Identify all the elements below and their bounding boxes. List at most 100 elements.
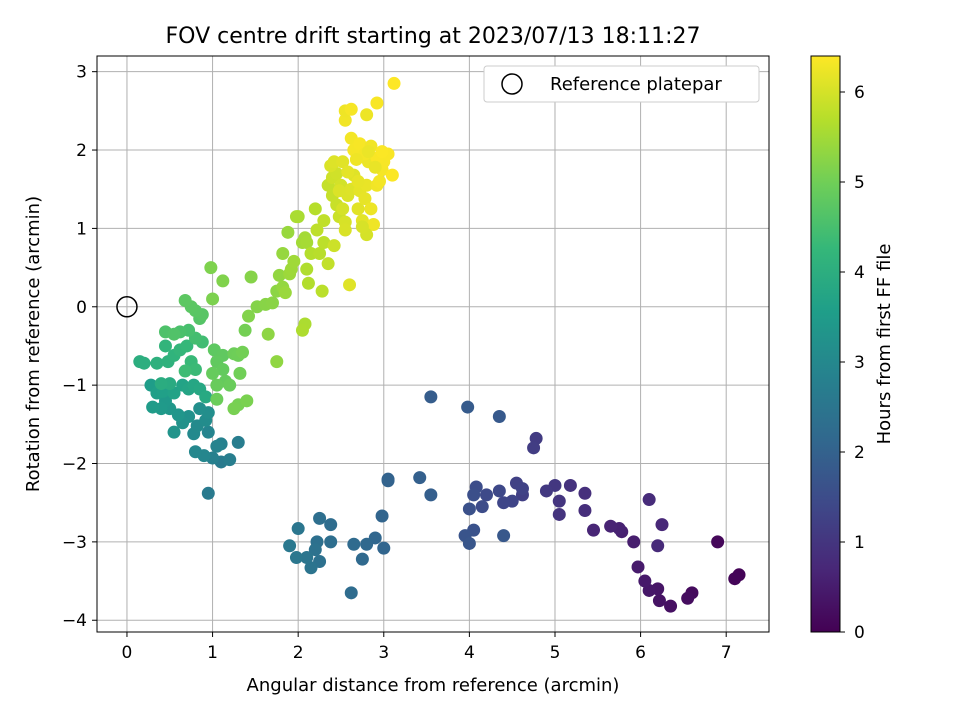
data-point [492, 409, 506, 423]
data-point [372, 174, 386, 188]
x-tick-label: 5 [550, 643, 561, 663]
colorbar-frame [810, 55, 841, 633]
data-point [349, 152, 363, 166]
data-point [344, 586, 358, 600]
y-tick-label: −3 [62, 533, 87, 553]
data-point [360, 537, 374, 551]
data-point [178, 294, 192, 308]
legend-label: Reference platepar [550, 74, 722, 95]
data-point [300, 262, 314, 276]
colorbar-tick-label: 6 [854, 83, 865, 103]
data-point [188, 362, 202, 376]
colorbar-tick-label: 4 [854, 263, 865, 283]
legend-marker [501, 73, 523, 95]
x-tick-label: 7 [721, 643, 732, 663]
data-point [324, 518, 338, 532]
y-tick-label: −1 [62, 376, 87, 396]
data-point [424, 488, 438, 502]
data-point [497, 529, 511, 543]
data-point [578, 504, 592, 518]
data-point [210, 392, 224, 406]
data-point [578, 486, 592, 500]
data-point [492, 484, 506, 498]
colorbar: 0 1 2 3 4 5 6 Hours from first FF file [810, 55, 895, 643]
y-tick-label: 0 [76, 298, 87, 318]
data-point [317, 236, 331, 250]
colorbar-tick-label: 0 [854, 623, 865, 643]
data-point [527, 441, 541, 455]
data-point [336, 155, 350, 169]
data-point [180, 339, 194, 353]
data-point [238, 323, 252, 337]
data-point [283, 539, 297, 553]
data-point [289, 210, 303, 224]
data-point [261, 327, 275, 341]
data-point [281, 225, 295, 239]
data-point [370, 96, 384, 110]
data-point [289, 551, 303, 565]
data-point [515, 482, 529, 496]
data-point [301, 276, 315, 290]
data-point [304, 561, 318, 575]
data-point [462, 536, 476, 550]
data-point [193, 402, 207, 416]
data-point [210, 439, 224, 453]
data-point [462, 502, 476, 516]
x-tick-label: 2 [293, 643, 304, 663]
data-point [355, 552, 369, 566]
y-tick-label: 3 [76, 63, 87, 83]
data-point [711, 535, 725, 549]
data-point [287, 254, 301, 268]
data-point [351, 174, 365, 188]
data-point [355, 220, 369, 234]
y-axis-label: Rotation from reference (arcmin) [23, 196, 44, 492]
y-axis-ticks: −4 −3 −2 −1 0 1 2 3 [62, 63, 97, 631]
data-point [364, 202, 378, 216]
colorbar-ticks: 0 1 2 3 4 5 6 [840, 83, 865, 643]
data-point [206, 292, 220, 306]
data-point [347, 537, 361, 551]
x-axis-label: Angular distance from reference (arcmin) [247, 675, 620, 696]
data-point [327, 239, 341, 253]
data-point [210, 378, 224, 392]
x-tick-label: 4 [464, 643, 475, 663]
data-point [244, 270, 258, 284]
data-point [539, 484, 553, 498]
y-tick-label: 2 [76, 141, 87, 161]
data-point [272, 268, 286, 282]
colorbar-tick-label: 1 [854, 533, 865, 553]
legend: Reference platepar [483, 65, 760, 103]
data-point [317, 214, 331, 228]
data-point [146, 400, 160, 414]
data-point [167, 425, 181, 439]
data-point [313, 511, 327, 525]
data-point [563, 478, 577, 492]
data-point [265, 296, 279, 310]
data-point [204, 261, 218, 275]
reference-platepar-marker [116, 296, 138, 318]
data-point [201, 486, 215, 500]
data-point [137, 356, 151, 370]
colorbar-tick-label: 3 [854, 353, 865, 373]
data-point [338, 113, 352, 127]
legend-box [483, 65, 760, 103]
y-tick-label: −4 [62, 611, 87, 631]
data-point [270, 355, 284, 369]
data-point [480, 488, 494, 502]
data-point [223, 378, 237, 392]
data-point [681, 591, 695, 605]
data-point [497, 496, 511, 510]
data-point [295, 323, 309, 337]
data-point [728, 572, 742, 586]
data-point [167, 327, 181, 341]
data-point [655, 518, 669, 532]
data-point [154, 377, 168, 391]
plot-frame [96, 55, 770, 633]
y-tick-label: 1 [76, 219, 87, 239]
data-point [242, 309, 256, 323]
data-point [223, 453, 237, 467]
data-point [361, 145, 375, 159]
data-point [332, 184, 346, 198]
data-point [377, 541, 391, 555]
data-point [321, 257, 335, 271]
